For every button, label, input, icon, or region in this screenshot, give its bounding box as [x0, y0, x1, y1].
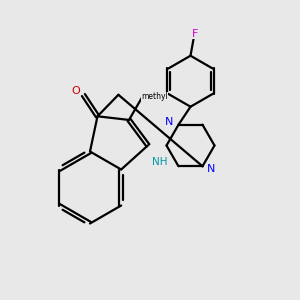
Text: O: O: [71, 85, 80, 95]
Text: NH: NH: [152, 157, 168, 167]
Text: F: F: [192, 29, 198, 39]
Text: N: N: [165, 117, 174, 127]
Text: N: N: [207, 164, 216, 174]
Text: methyl: methyl: [141, 92, 168, 101]
